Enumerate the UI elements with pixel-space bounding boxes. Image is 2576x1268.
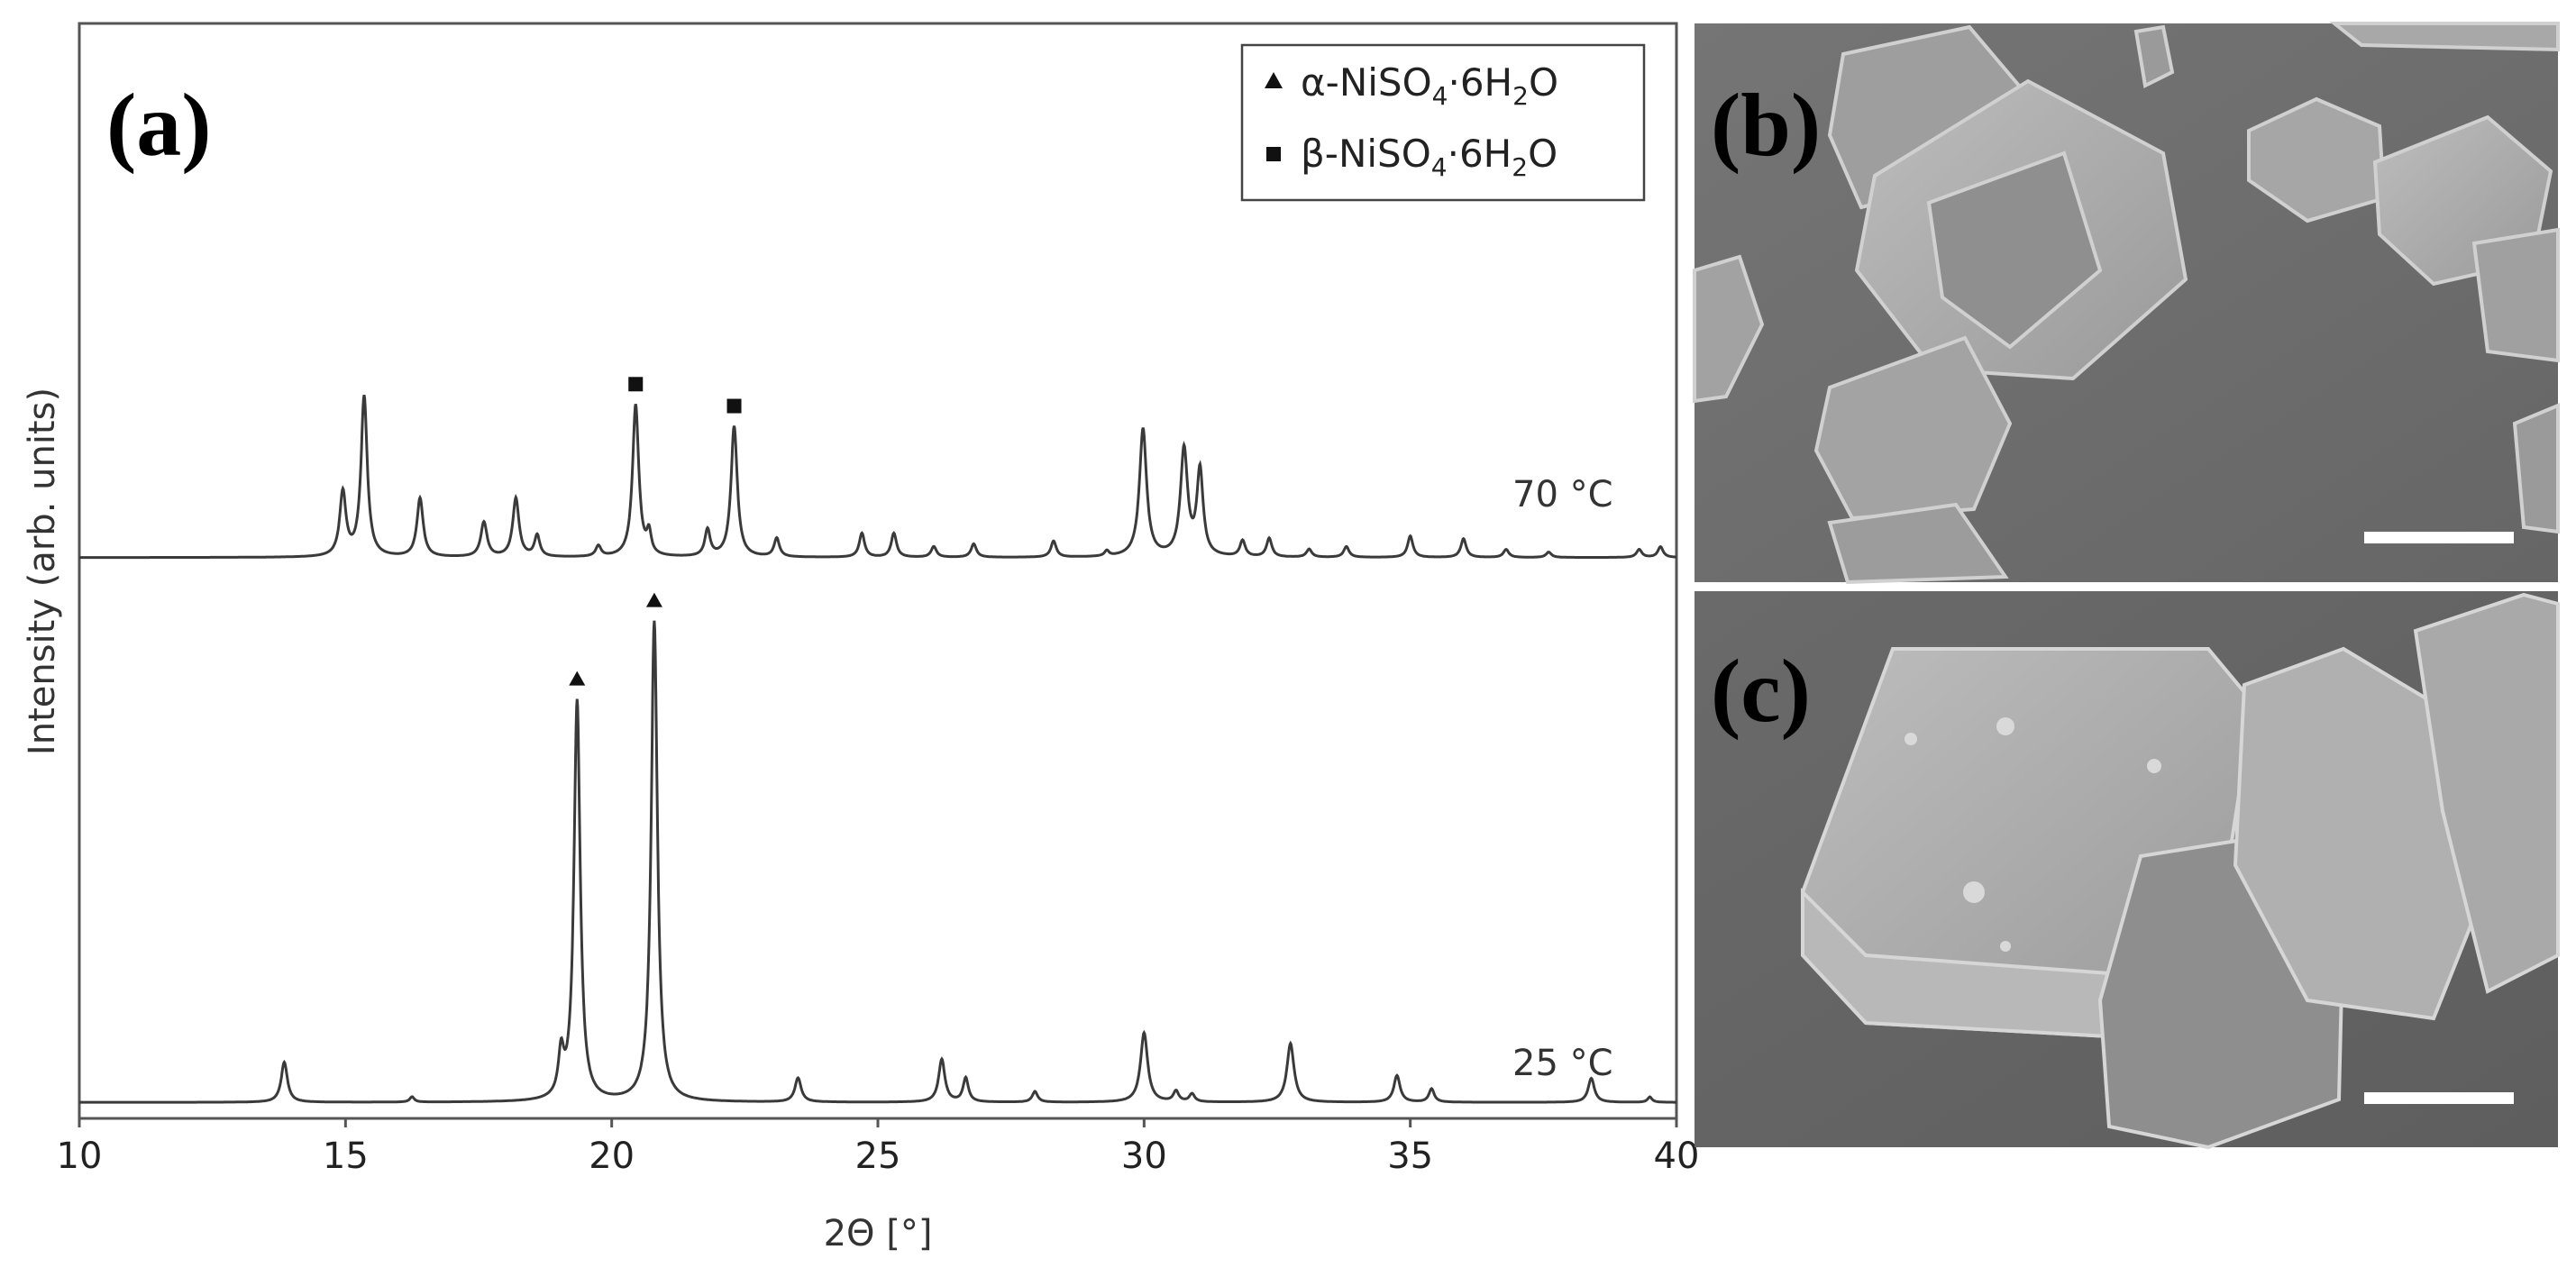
diffraction-traces — [79, 395, 1676, 1104]
x-tick-label: 10 — [57, 1136, 103, 1177]
sem-image-b: (b) — [1693, 22, 2560, 585]
legend-alpha-prefix: α-NiSO — [1301, 60, 1432, 105]
sem-b-scale-bar — [2364, 532, 2514, 543]
legend-beta-sub2: 2 — [1512, 152, 1528, 182]
x-tick-label: 20 — [589, 1136, 635, 1177]
x-tick-label: 40 — [1654, 1136, 1700, 1177]
legend-square-marker — [1266, 147, 1281, 161]
sem-c-scale-bar — [2364, 1092, 2514, 1104]
y-axis-title: Intensity (arb. units) — [22, 388, 63, 755]
beta-peak-marker — [628, 377, 644, 392]
x-axis-ticks: 10 15 20 25 30 35 40 — [57, 1118, 1700, 1177]
legend: α-NiSO4·6H2O β-NiSO4·6H2O — [1240, 43, 1646, 202]
legend-beta-sub: 4 — [1431, 152, 1448, 182]
beta-peak-marker — [726, 398, 742, 414]
plot-frame — [78, 22, 1678, 1120]
legend-alpha-sub: 4 — [1432, 81, 1448, 111]
legend-alpha-sub2: 2 — [1512, 81, 1529, 111]
x-axis-title: 2Θ [°] — [824, 1213, 933, 1254]
legend-beta-suffix: O — [1528, 132, 1557, 176]
x-tick-label: 30 — [1121, 1136, 1167, 1177]
peak-markers — [569, 377, 742, 686]
sem-b-crystals — [1693, 22, 2560, 585]
legend-triangle-marker — [1265, 72, 1283, 88]
legend-beta-mid: ·6H — [1448, 132, 1512, 176]
panel-c-label: (c) — [1711, 641, 1811, 741]
legend-alpha-mid: ·6H — [1448, 60, 1512, 105]
legend-alpha-suffix: O — [1529, 60, 1558, 105]
x-tick-label: 15 — [323, 1136, 369, 1177]
xrd-chart-panel: 10 15 20 25 30 35 40 (a) 70 °C 25 °C 2Θ [°] In… — [22, 22, 1700, 1254]
trace-70c — [79, 395, 1676, 560]
x-tick-label: 25 — [855, 1136, 901, 1177]
alpha-peak-marker — [569, 670, 586, 686]
temperature-label-25c: 25 °C — [1512, 1043, 1613, 1084]
legend-entry-alpha: α-NiSO4·6H2O — [1301, 60, 1558, 111]
sem-image-c: (c) — [1694, 591, 2560, 1150]
temperature-label-70c: 70 °C — [1512, 474, 1613, 515]
trace-25c — [79, 620, 1676, 1104]
sem-c-crystals — [1801, 592, 2560, 1150]
panel-a-label: (a) — [106, 75, 212, 175]
x-tick-label: 35 — [1387, 1136, 1433, 1177]
legend-beta-prefix: β-NiSO — [1301, 132, 1431, 176]
alpha-peak-marker — [645, 592, 662, 607]
legend-box — [1240, 43, 1646, 202]
sem-c-debris — [1905, 717, 2161, 952]
panel-b-label: (b) — [1711, 75, 1821, 175]
legend-entry-beta: β-NiSO4·6H2O — [1301, 132, 1557, 182]
